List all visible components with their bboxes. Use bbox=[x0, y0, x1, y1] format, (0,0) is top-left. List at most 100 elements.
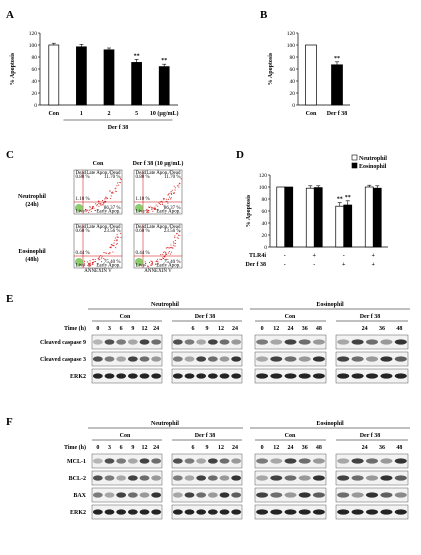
f-band bbox=[394, 458, 407, 464]
flow-event-dot bbox=[156, 209, 158, 211]
f-band bbox=[270, 509, 283, 515]
f-band bbox=[207, 458, 218, 464]
f-treat-der-n: Der f 38 bbox=[195, 433, 216, 439]
a-bar bbox=[48, 44, 60, 106]
f-band bbox=[231, 509, 242, 515]
f-band bbox=[104, 509, 115, 515]
f-band bbox=[116, 458, 127, 464]
flow-event-dot bbox=[90, 208, 92, 210]
flow-event-dot bbox=[93, 262, 95, 264]
f-blot-strip bbox=[335, 470, 409, 486]
panel-b: B 0 20 40 60 80 100 120 % Apoptosis Con ** Der f 3… bbox=[260, 9, 350, 117]
flow-event-dot bbox=[114, 188, 116, 190]
panel-e: E Neutrophil Eosinophil Con Der f 38 Con Der … bbox=[6, 293, 410, 384]
d-bar bbox=[364, 186, 374, 248]
f-blot-strip bbox=[91, 453, 163, 469]
flow-event-dot bbox=[162, 253, 164, 255]
a-xtick-label: 10 (µg/mL) bbox=[150, 110, 179, 117]
f-band bbox=[365, 458, 379, 464]
flow-event-dot bbox=[104, 252, 106, 254]
flow-event-dot bbox=[147, 266, 149, 268]
flow-event-dot bbox=[174, 239, 176, 242]
flow-event-dot bbox=[162, 258, 165, 260]
e-band bbox=[380, 356, 393, 362]
b-ylabel: % Apoptosis bbox=[268, 52, 274, 85]
flow-live-cluster bbox=[135, 204, 143, 212]
b-ytick-label: 120 bbox=[287, 31, 296, 37]
flow-event-dot bbox=[163, 198, 165, 200]
e-time-der-e: 24 bbox=[362, 326, 368, 332]
f-time-con-e: 12 bbox=[273, 445, 279, 451]
flow-event-dot bbox=[92, 206, 94, 208]
f-treat-con-e: Con bbox=[285, 433, 296, 439]
e-band bbox=[219, 373, 230, 379]
flow-event-dot bbox=[178, 182, 180, 184]
f-band bbox=[394, 509, 407, 515]
f-band bbox=[219, 475, 230, 481]
f-band bbox=[256, 475, 269, 481]
flow-event-dot bbox=[171, 193, 173, 195]
flow-event-dot bbox=[119, 178, 122, 180]
e-time-der-n: 24 bbox=[232, 326, 238, 332]
flow-event-dot bbox=[109, 253, 111, 255]
flow-event-dot bbox=[92, 206, 95, 208]
flow-event-dot bbox=[155, 204, 157, 206]
f-time-der-e: 48 bbox=[396, 445, 402, 451]
flow-event-dot bbox=[151, 263, 153, 265]
flow-event-dot bbox=[174, 237, 176, 239]
f-row-label: BAX bbox=[73, 493, 86, 499]
f-band bbox=[312, 475, 325, 481]
flow-event-dot bbox=[169, 253, 172, 255]
flow-event-dot bbox=[105, 198, 107, 200]
flow-event-dot bbox=[159, 258, 161, 260]
f-band bbox=[365, 492, 379, 498]
flow-event-dot bbox=[115, 247, 117, 249]
flow-live-cluster bbox=[75, 204, 83, 212]
flow-event-dot bbox=[115, 187, 117, 189]
e-band bbox=[312, 339, 325, 345]
e-band bbox=[394, 339, 407, 345]
flow-event-dot bbox=[117, 237, 119, 239]
f-band bbox=[219, 492, 230, 498]
flow-row-label-neutrophil: Neutrophil bbox=[18, 194, 46, 200]
flow-event-dot bbox=[91, 261, 93, 263]
f-blot-strip bbox=[171, 504, 243, 520]
flow-event-dot bbox=[158, 202, 160, 204]
flow-event-dot bbox=[178, 186, 180, 188]
f-band bbox=[116, 475, 127, 481]
f-band bbox=[92, 458, 103, 464]
f-band bbox=[219, 509, 230, 515]
flow-event-dot bbox=[87, 261, 89, 263]
d-bar bbox=[372, 187, 382, 248]
flow-pct-tl: 0.80 % bbox=[136, 175, 150, 180]
flow-event-dot bbox=[88, 266, 90, 268]
flow-event-dot bbox=[89, 206, 91, 208]
e-time-con-n: 0 bbox=[96, 326, 99, 332]
panel-f-letter: F bbox=[6, 416, 13, 428]
flow-event-dot bbox=[106, 197, 108, 199]
f-band bbox=[104, 492, 115, 498]
a-ytick-label: 0 bbox=[34, 103, 37, 109]
a-ytick-label: 40 bbox=[32, 79, 38, 85]
f-band bbox=[298, 509, 311, 515]
flow-event-dot bbox=[168, 250, 170, 253]
flow-event-dot bbox=[118, 181, 120, 184]
flow-event-dot bbox=[151, 260, 153, 263]
flow-event-dot bbox=[168, 192, 170, 194]
panel-f-blots: Neutrophil Eosinophil Con Der f 38 Con Der f … bbox=[64, 421, 410, 520]
f-band bbox=[298, 458, 311, 464]
f-band bbox=[380, 475, 393, 481]
flow-quad-label-bl: Live bbox=[136, 210, 146, 215]
e-band bbox=[116, 373, 127, 379]
f-time-der-e: 36 bbox=[379, 445, 385, 451]
e-band bbox=[104, 339, 115, 345]
flow-event-dot bbox=[98, 256, 100, 258]
e-band bbox=[92, 339, 103, 345]
flow-event-dot bbox=[165, 247, 167, 249]
flow-event-dot bbox=[97, 200, 99, 202]
panel-a-letter: A bbox=[6, 9, 14, 21]
f-band bbox=[139, 475, 150, 481]
flow-event-dot bbox=[176, 185, 179, 187]
flow-event-dot bbox=[172, 247, 174, 249]
f-band bbox=[184, 458, 195, 464]
